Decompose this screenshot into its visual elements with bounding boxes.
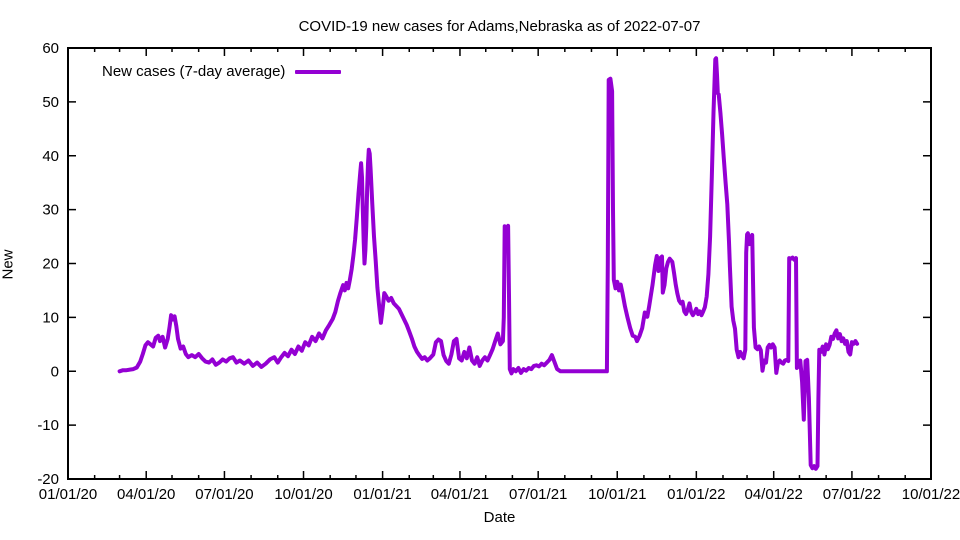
y-axis-title: New [0, 249, 17, 280]
plot-border [67, 47, 932, 480]
x-tick-label: 10/01/22 [902, 486, 960, 503]
y-tick-label: -20 [37, 471, 59, 488]
x-tick-label: 01/01/22 [667, 486, 725, 503]
x-tick-label: 01/01/21 [353, 486, 411, 503]
chart-title: COVID-19 new cases for Adams,Nebraska as… [298, 18, 701, 35]
y-tick-label: 0 [51, 363, 59, 380]
x-tick-label: 01/01/20 [39, 486, 97, 503]
y-tick-label: 30 [42, 202, 59, 219]
series-line [117, 56, 860, 471]
x-tick-label: 07/01/21 [509, 486, 567, 503]
legend: New cases (7-day average) [102, 63, 342, 80]
x-axis-title: Date [483, 509, 516, 526]
x-tick-label: 10/01/20 [274, 486, 332, 503]
y-tick-label: 10 [42, 309, 59, 326]
y-tick-label: 40 [42, 148, 59, 165]
x-tick-label: 04/01/22 [745, 486, 803, 503]
x-tick-label: 04/01/20 [117, 486, 175, 503]
y-tick-label: 50 [42, 94, 59, 111]
x-tick-label: 07/01/20 [195, 486, 253, 503]
legend-line-sample [295, 69, 342, 74]
x-tick-label: 10/01/21 [588, 486, 646, 503]
y-tick-label: 60 [42, 40, 59, 57]
legend-label: New cases (7-day average) [102, 63, 286, 80]
y-tick-label: 20 [42, 256, 59, 273]
x-tick-label: 04/01/21 [431, 486, 489, 503]
x-tick-label: 07/01/22 [823, 486, 881, 503]
y-tick-label: -10 [37, 417, 59, 434]
